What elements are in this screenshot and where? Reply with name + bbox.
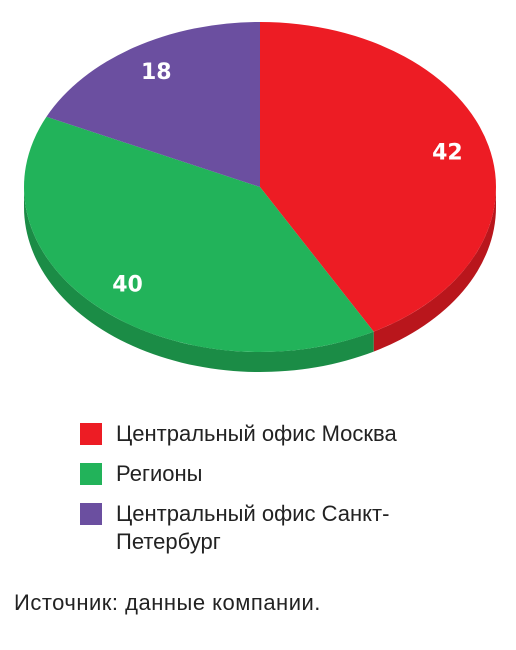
data-label: 18: [141, 60, 172, 85]
legend-item: Центральный офис Санкт-Петербург: [80, 500, 440, 556]
slice-side: [24, 187, 374, 372]
source: Источник: данные компании.: [14, 590, 321, 615]
legend: Центральный офис Москва Регионы Центральны…: [80, 420, 440, 568]
legend-item: Регионы: [80, 460, 440, 488]
legend-swatch: [80, 423, 102, 445]
legend-label: Центральный офис Санкт-Петербург: [116, 501, 390, 554]
slice-side: [373, 187, 496, 352]
legend-item: Центральный офис Москва: [80, 420, 440, 448]
chart: 42 40 18: [23, 22, 496, 372]
slice: [23, 116, 374, 353]
slice: [260, 22, 496, 332]
slice: [46, 22, 260, 187]
data-label: 40: [112, 273, 143, 298]
legend-swatch: [80, 503, 102, 525]
data-label: 42: [432, 140, 463, 165]
legend-label: Регионы: [116, 461, 203, 486]
legend-swatch: [80, 463, 102, 485]
legend-label: Центральный офис Москва: [116, 421, 397, 446]
